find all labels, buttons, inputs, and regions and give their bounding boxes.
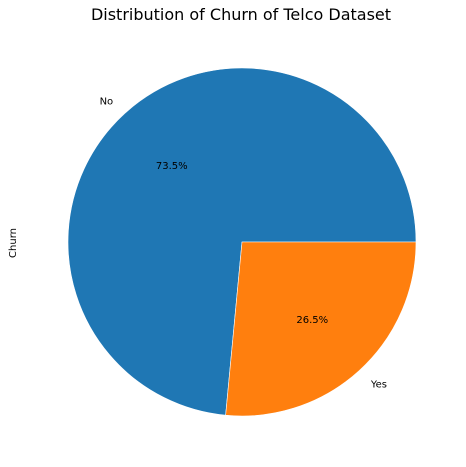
pie-slices xyxy=(68,68,416,416)
pct-label-yes: 26.5% xyxy=(296,315,328,326)
pct-label-no: 73.5% xyxy=(156,161,188,172)
slice-label-yes: Yes xyxy=(370,380,387,391)
slice-label-no: No xyxy=(100,96,114,107)
pie-slice-yes xyxy=(226,242,416,416)
y-axis-label: Churn xyxy=(8,228,19,258)
chart-title: Distribution of Churn of Telco Dataset xyxy=(91,5,391,24)
